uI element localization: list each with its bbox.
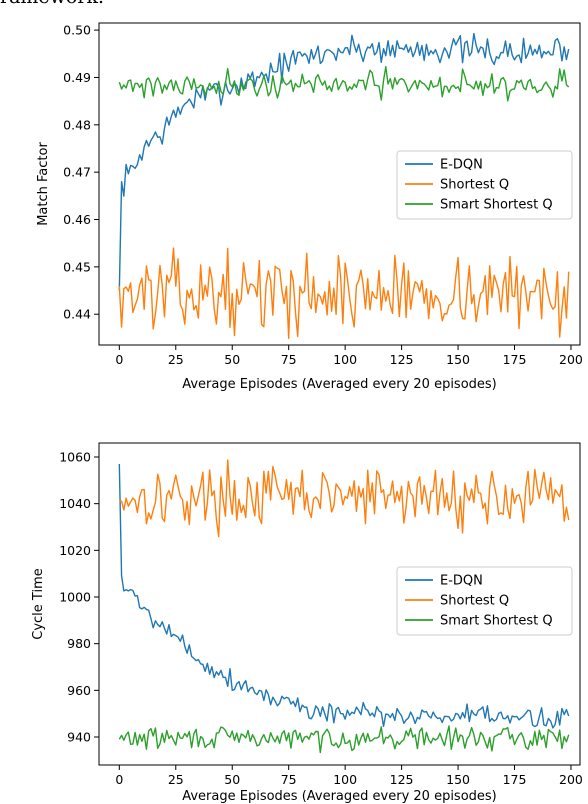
y-tick-label: 0.48 [63,117,91,132]
y-tick-label: 0.44 [63,307,91,322]
y-axis-label: Cycle Time [31,568,46,639]
x-tick-label: 175 [503,352,527,367]
x-tick-label: 25 [168,772,184,787]
legend-label: E-DQN [440,574,483,589]
y-tick-label: 1020 [59,543,91,558]
legend-label: Smart Shortest Q [440,198,553,213]
legend-box [396,566,573,636]
y-tick-label: 940 [67,730,91,745]
y-axis-label: Match Factor [36,142,51,226]
legend-label: Shortest Q [440,178,509,193]
match-factor-chart: 0 25 50 75 100 125 150 175 200 0.44 0.45 0.46 0.47 0.… [36,22,583,392]
legend-label: Shortest Q [440,594,509,609]
x-tick-label: 125 [390,352,414,367]
x-tick-label: 125 [390,772,414,787]
cycle-time-chart: 0 25 50 75 100 125 150 175 200 940 960 980 1000 1020 1… [31,442,583,804]
legend-label: E-DQN [440,158,483,173]
series-line-0 [118,463,570,729]
x-tick-label: 0 [115,352,123,367]
plot-frame [98,22,581,346]
series-line-2 [118,65,570,102]
x-tick-label: 150 [446,772,470,787]
plot-frame [98,442,581,766]
x-tick-label: 150 [446,352,470,367]
x-tick-label: 75 [281,772,297,787]
y-tick-label: 1000 [59,590,91,605]
x-tick-label: 200 [559,352,583,367]
series-line-1 [119,459,570,538]
x-tick-label: 100 [333,772,357,787]
y-tick-label: 1060 [59,450,91,465]
y-tick-label: 0.50 [63,23,91,38]
x-tick-label: 50 [224,352,240,367]
series-line-1 [118,247,570,340]
x-tick-label: 100 [333,352,357,367]
x-axis-label: Average Episodes (Averaged every 20 epis… [182,377,497,392]
x-tick-label: 25 [168,352,184,367]
x-tick-label: 0 [115,772,123,787]
x-tick-label: 175 [503,772,527,787]
series-line-2 [118,725,570,754]
y-tick-label: 980 [67,636,91,651]
x-axis-label: Average Episodes (Averaged every 20 epis… [182,789,497,804]
series-line-0 [118,32,570,291]
legend-box [396,150,573,220]
y-tick-label: 0.47 [63,165,91,180]
legend-label: Smart Shortest Q [440,614,553,629]
x-tick-label: 75 [281,352,297,367]
x-tick-label: 200 [559,772,583,787]
y-tick-label: 0.49 [63,70,91,85]
y-tick-label: 1040 [59,496,91,511]
header-fragment: ramework. [0,0,104,8]
y-tick-label: 0.45 [63,259,91,274]
y-tick-label: 0.46 [63,212,91,227]
y-tick-label: 960 [67,683,91,698]
x-tick-label: 50 [224,772,240,787]
